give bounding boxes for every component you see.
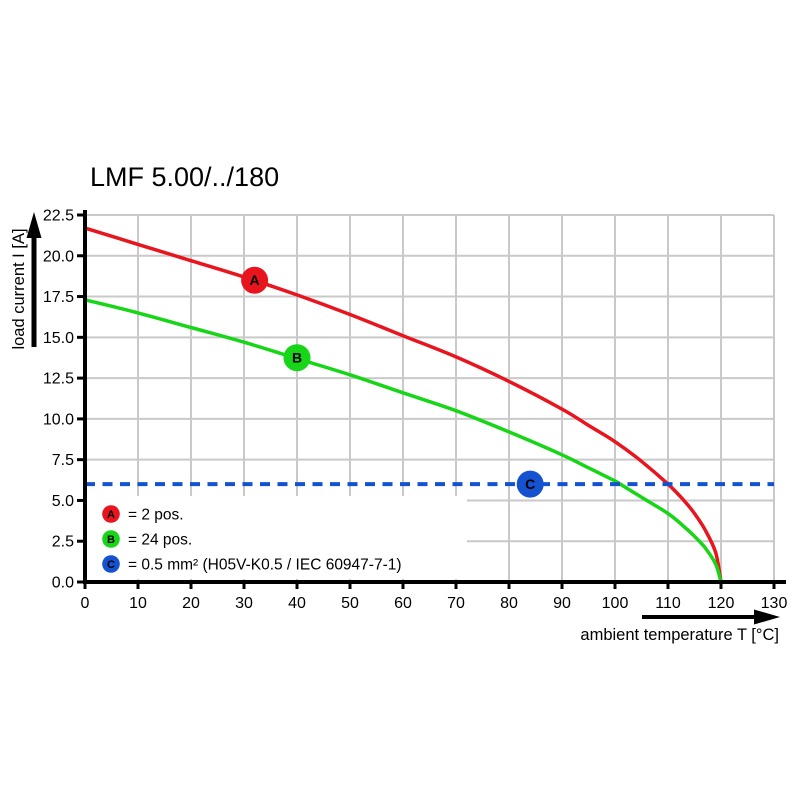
- marker-letter: A: [250, 272, 260, 288]
- legend: A = 2 pos. B = 24 pos. C = 0.5 mm² (H05V-K0.5…: [87, 496, 467, 579]
- marker-letter: C: [525, 476, 535, 492]
- legend-swatch-b: [102, 530, 120, 548]
- x-tick-label: 70: [447, 595, 465, 612]
- y-tick-label: 15.0: [43, 330, 74, 347]
- legend-swatch-c: [102, 555, 120, 573]
- y-tick-label: 2.5: [52, 534, 74, 551]
- tick-labels: 0.0 2.5 5.0 7.5 10.0 12.5 15.0 17.5 20.0 22.5 0 10 2…: [43, 208, 788, 613]
- y-tick-label: 17.5: [43, 289, 74, 306]
- y-tick-label: 20.0: [43, 248, 74, 265]
- legend-background: [87, 496, 467, 579]
- marker-b-badge: [283, 344, 311, 372]
- x-tick-label: 100: [602, 595, 629, 612]
- y-tick-label: 5.0: [52, 493, 74, 510]
- x-tick-label: 90: [553, 595, 571, 612]
- curve-b: [84, 298, 723, 583]
- y-axis-title-group: load current I [A]: [10, 212, 42, 350]
- up-arrow-icon: [26, 212, 42, 347]
- x-tick-label: 120: [708, 595, 735, 612]
- curve-markers: A B C: [241, 266, 544, 498]
- y-tick-label: 10.0: [43, 411, 74, 428]
- y-tick-label: 22.5: [43, 208, 74, 225]
- legend-swatch-letter: A: [107, 509, 115, 521]
- marker-a-badge: [241, 266, 269, 294]
- x-tick-label: 50: [341, 595, 359, 612]
- legend-swatch-letter: B: [107, 534, 115, 546]
- y-tick-label: 7.5: [52, 452, 74, 469]
- x-tick-label: 30: [235, 595, 253, 612]
- x-axis-title-group: ambient temperature T [°C]: [580, 609, 780, 644]
- legend-swatch-a: [102, 505, 120, 523]
- marker-letter: B: [292, 350, 302, 366]
- axes: [77, 210, 786, 589]
- y-axis-label: load current I [A]: [10, 228, 28, 349]
- legend-swatch-letter: C: [107, 559, 115, 571]
- x-tick-label: 60: [394, 595, 412, 612]
- legend-item-label: = 0.5 mm² (H05V-K0.5 / IEC 60947-7-1): [128, 557, 402, 574]
- right-arrow-icon: [642, 609, 780, 625]
- x-tick-label: 10: [129, 595, 147, 612]
- x-tick-label: 40: [288, 595, 306, 612]
- marker-c-badge: [516, 470, 544, 498]
- y-tick-label: 0.0: [52, 575, 74, 592]
- legend-item-label: = 24 pos.: [128, 532, 192, 549]
- legend-item-label: = 2 pos.: [128, 507, 184, 524]
- x-tick-label: 110: [655, 595, 681, 612]
- x-axis-label: ambient temperature T [°C]: [580, 626, 779, 644]
- x-tick-label: 80: [500, 595, 518, 612]
- x-tick-label: 130: [761, 595, 788, 612]
- x-tick-label: 0: [81, 595, 90, 612]
- y-tick-label: 12.5: [43, 371, 74, 388]
- chart-title: LMF 5.00/../180: [90, 162, 279, 192]
- x-tick-label: 20: [182, 595, 200, 612]
